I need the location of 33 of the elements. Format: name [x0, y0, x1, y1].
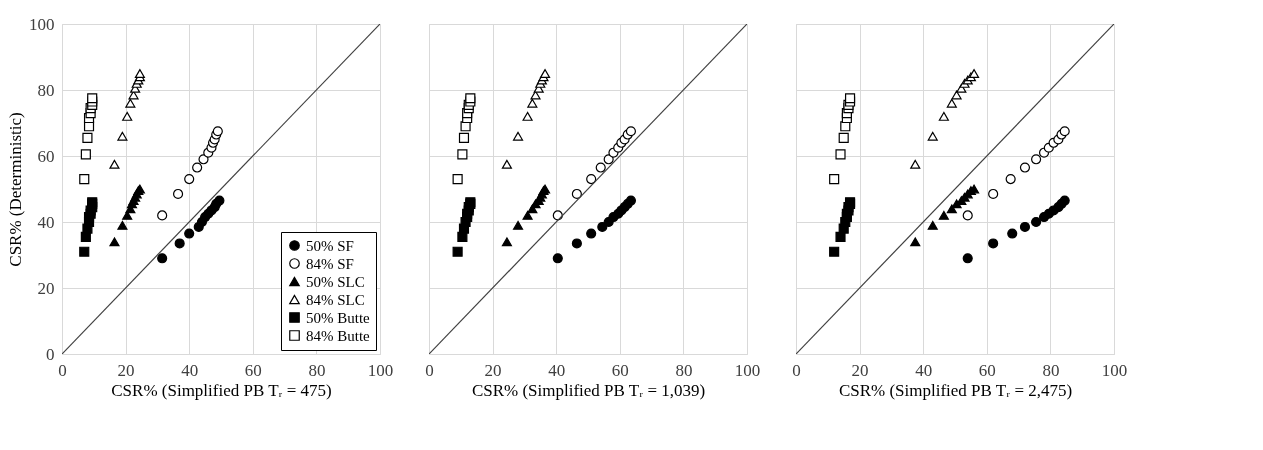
y-tick-label: 80 — [37, 80, 55, 100]
x-axis-title: CSR% (Simplified PB Tᵣ = 475) — [111, 380, 332, 400]
x-axis-title: CSR% (Simplified PB Tᵣ = 2,475) — [838, 380, 1073, 400]
legend-label: 50% SF — [306, 237, 354, 254]
x-tick-label: 100 — [734, 360, 761, 380]
legend-label: 84% SLC — [306, 291, 365, 308]
y-axis-title: CSR% (Deterministic) — [6, 112, 25, 267]
x-tick-label: 40 — [181, 360, 199, 380]
x-tick-label: 0 — [792, 360, 801, 380]
x-tick-label: 20 — [117, 360, 135, 380]
x-tick-label: 100 — [367, 360, 394, 380]
x-tick-label: 80 — [308, 360, 326, 380]
x-tick-label: 60 — [978, 360, 996, 380]
y-tick-label: 60 — [37, 146, 55, 166]
x-tick-label: 40 — [915, 360, 933, 380]
x-tick-label: 0 — [425, 360, 434, 380]
y-tick-label: 40 — [37, 212, 55, 232]
x-tick-label: 20 — [484, 360, 502, 380]
legend-label: 84% SF — [306, 255, 354, 272]
legend-label: 50% Butte — [306, 309, 371, 326]
y-tick-label: 20 — [37, 278, 55, 298]
x-tick-label: 60 — [244, 360, 262, 380]
legend-label: 50% SLC — [306, 273, 365, 290]
x-tick-label: 20 — [851, 360, 869, 380]
x-tick-label: 80 — [675, 360, 693, 380]
x-axis-title: CSR% (Simplified PB Tᵣ = 1,039) — [471, 380, 706, 400]
y-tick-label: 100 — [29, 14, 55, 34]
x-tick-label: 40 — [548, 360, 566, 380]
y-tick-label: 0 — [46, 344, 55, 364]
x-tick-label: 100 — [1101, 360, 1128, 380]
legend-label: 84% Butte — [306, 327, 371, 344]
x-tick-label: 80 — [1042, 360, 1060, 380]
x-tick-label: 60 — [611, 360, 629, 380]
